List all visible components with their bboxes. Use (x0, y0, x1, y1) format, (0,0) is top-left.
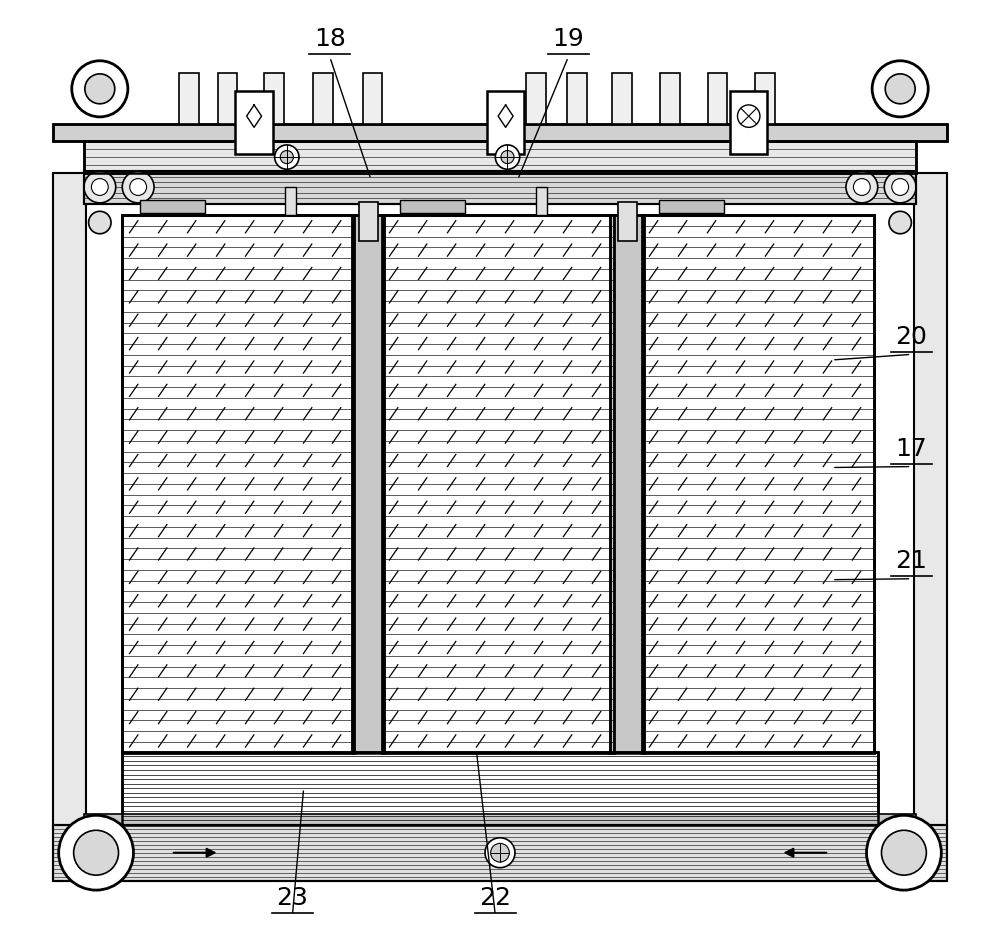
Circle shape (74, 830, 119, 875)
Bar (359, 202, 378, 241)
Bar (84, 173, 916, 827)
Bar (352, 215, 384, 753)
Circle shape (59, 815, 133, 890)
Circle shape (872, 61, 928, 117)
Bar (914, 173, 947, 827)
Bar (53, 825, 947, 881)
Bar (363, 73, 382, 124)
Bar (140, 200, 205, 213)
Circle shape (885, 74, 915, 104)
Circle shape (892, 179, 909, 195)
Bar (84, 171, 916, 204)
Circle shape (485, 838, 515, 868)
Circle shape (495, 145, 520, 169)
Circle shape (280, 151, 293, 164)
Circle shape (91, 179, 108, 195)
Bar (610, 215, 644, 753)
Text: 20: 20 (895, 324, 927, 349)
Bar (382, 215, 614, 753)
Bar (122, 215, 354, 753)
Text: 19: 19 (552, 27, 584, 51)
Bar (264, 73, 284, 124)
Bar (610, 215, 644, 753)
Bar (618, 202, 637, 241)
Bar (84, 141, 916, 173)
Text: 18: 18 (314, 27, 346, 51)
Circle shape (85, 74, 115, 104)
Bar (53, 825, 947, 881)
Bar (526, 73, 546, 124)
Bar (642, 215, 874, 753)
Bar (487, 91, 524, 154)
Bar (122, 825, 878, 881)
Bar (313, 73, 333, 124)
Bar (660, 73, 680, 124)
Circle shape (491, 843, 509, 862)
Bar (352, 215, 384, 753)
Circle shape (884, 171, 916, 203)
Bar (122, 752, 878, 825)
Bar (84, 141, 916, 173)
Bar (755, 73, 775, 124)
Bar (567, 73, 587, 124)
Circle shape (130, 179, 147, 195)
Text: 22: 22 (479, 885, 511, 910)
Text: 17: 17 (896, 437, 927, 461)
Bar (382, 215, 614, 753)
Text: 23: 23 (276, 885, 308, 910)
Bar (659, 200, 724, 213)
Circle shape (853, 179, 870, 195)
Circle shape (867, 815, 941, 890)
Bar (53, 124, 947, 141)
Circle shape (84, 171, 116, 203)
Bar (53, 124, 947, 141)
Bar (84, 171, 916, 204)
Circle shape (89, 211, 111, 234)
Bar (218, 73, 237, 124)
Circle shape (122, 171, 154, 203)
Circle shape (275, 145, 299, 169)
Bar (122, 215, 354, 753)
Circle shape (72, 61, 128, 117)
Circle shape (846, 171, 878, 203)
Bar (84, 814, 916, 827)
Bar (400, 200, 465, 213)
Circle shape (501, 151, 514, 164)
Circle shape (889, 211, 911, 234)
Bar (285, 187, 296, 215)
Bar (53, 173, 86, 827)
Bar (612, 73, 632, 124)
Bar (708, 73, 727, 124)
Bar (642, 215, 874, 753)
Bar (179, 73, 199, 124)
Bar (730, 91, 767, 154)
Bar (235, 91, 273, 154)
Bar (122, 752, 878, 825)
Circle shape (881, 830, 926, 875)
Bar (536, 187, 547, 215)
Text: 21: 21 (895, 549, 927, 573)
